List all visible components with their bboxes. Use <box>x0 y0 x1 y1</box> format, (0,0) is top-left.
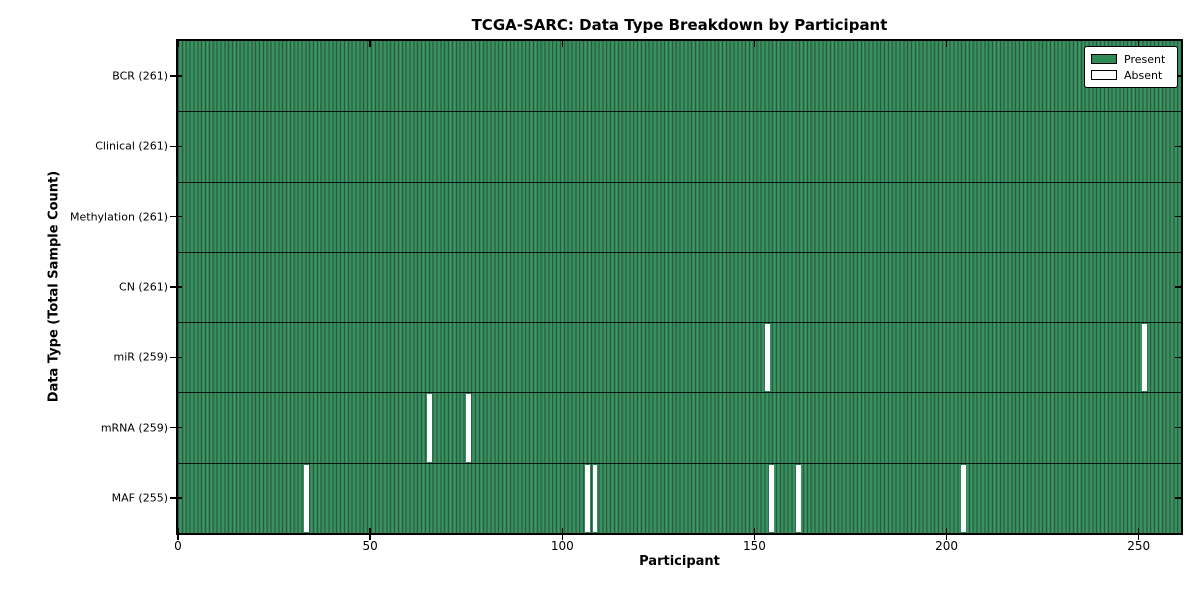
absent-cell <box>592 464 598 532</box>
x-tick-mark-top <box>945 41 948 47</box>
plot-area <box>176 39 1183 535</box>
heatmap-row-mrna <box>178 392 1181 463</box>
y-tick-label-methylation: Methylation (261) <box>70 210 168 224</box>
legend-item-present: Present <box>1091 51 1171 67</box>
x-tick-mark-top <box>561 41 564 47</box>
x-tick-mark <box>369 528 371 540</box>
x-tick-mark <box>945 528 948 540</box>
x-tick-label: 0 <box>174 539 182 553</box>
y-tick-mark-right <box>1175 215 1181 218</box>
y-tick-label-cn: CN (261) <box>119 280 168 294</box>
y-tick-mark-right <box>1175 426 1181 429</box>
absent-cell <box>584 464 590 532</box>
heatmap-row-clinical <box>178 111 1181 182</box>
heatmap-grid <box>178 41 1181 533</box>
y-tick-label-mrna: mRNA (259) <box>100 421 168 435</box>
x-tick-mark <box>1137 528 1140 540</box>
x-tick-label: 50 <box>362 539 378 553</box>
absent-cell <box>961 464 967 532</box>
x-axis-label: Participant <box>639 554 720 569</box>
heatmap-row-maf <box>178 462 1181 533</box>
absent-cell <box>765 324 771 392</box>
x-tick-mark <box>177 528 179 540</box>
y-tick-mark-right <box>1175 356 1181 359</box>
y-tick-mark <box>170 497 182 499</box>
x-tick-mark-top <box>753 41 756 47</box>
y-tick-mark-right <box>1175 75 1181 77</box>
absent-cell <box>304 464 310 532</box>
absent-cell <box>796 464 802 532</box>
heatmap-row-bcr <box>178 41 1181 112</box>
x-tick-mark <box>561 528 564 540</box>
y-tick-mark <box>170 75 182 77</box>
absent-cell <box>465 394 471 462</box>
y-tick-label-bcr: BCR (261) <box>112 69 168 83</box>
y-tick-label-mir: miR (259) <box>113 350 169 364</box>
x-tick-mark <box>753 528 756 540</box>
x-tick-mark-top <box>177 41 179 47</box>
x-tick-label: 250 <box>1127 539 1151 553</box>
y-tick-mark <box>170 426 182 429</box>
y-tick-mark <box>170 145 182 148</box>
legend-label-present: Present <box>1124 52 1166 66</box>
absent-cell <box>427 394 433 462</box>
x-tick-label: 200 <box>935 539 959 553</box>
absent-swatch <box>1091 70 1117 80</box>
y-tick-mark-right <box>1175 145 1181 148</box>
y-tick-label-clinical: Clinical (261) <box>95 139 168 153</box>
y-tick-mark <box>170 286 182 288</box>
y-tick-mark-right <box>1175 286 1181 288</box>
y-tick-mark-right <box>1175 497 1181 499</box>
x-tick-mark-top <box>369 41 371 47</box>
x-tick-mark-top <box>1137 41 1140 47</box>
legend-label-absent: Absent <box>1124 68 1163 82</box>
heatmap-row-cn <box>178 251 1181 323</box>
chart-title: TCGA-SARC: Data Type Breakdown by Partic… <box>471 16 888 34</box>
x-tick-label: 100 <box>550 539 574 553</box>
present-swatch <box>1091 54 1117 64</box>
legend: Present Absent <box>1084 46 1178 88</box>
absent-cell <box>1142 324 1147 392</box>
y-tick-label-maf: MAF (255) <box>111 491 168 505</box>
absent-cell <box>769 464 775 532</box>
heatmap-row-mir <box>178 322 1181 393</box>
y-tick-mark <box>170 215 182 218</box>
x-tick-label: 150 <box>742 539 766 553</box>
y-tick-mark <box>170 356 182 359</box>
legend-item-absent: Absent <box>1091 67 1171 83</box>
heatmap-row-methylation <box>178 181 1181 252</box>
